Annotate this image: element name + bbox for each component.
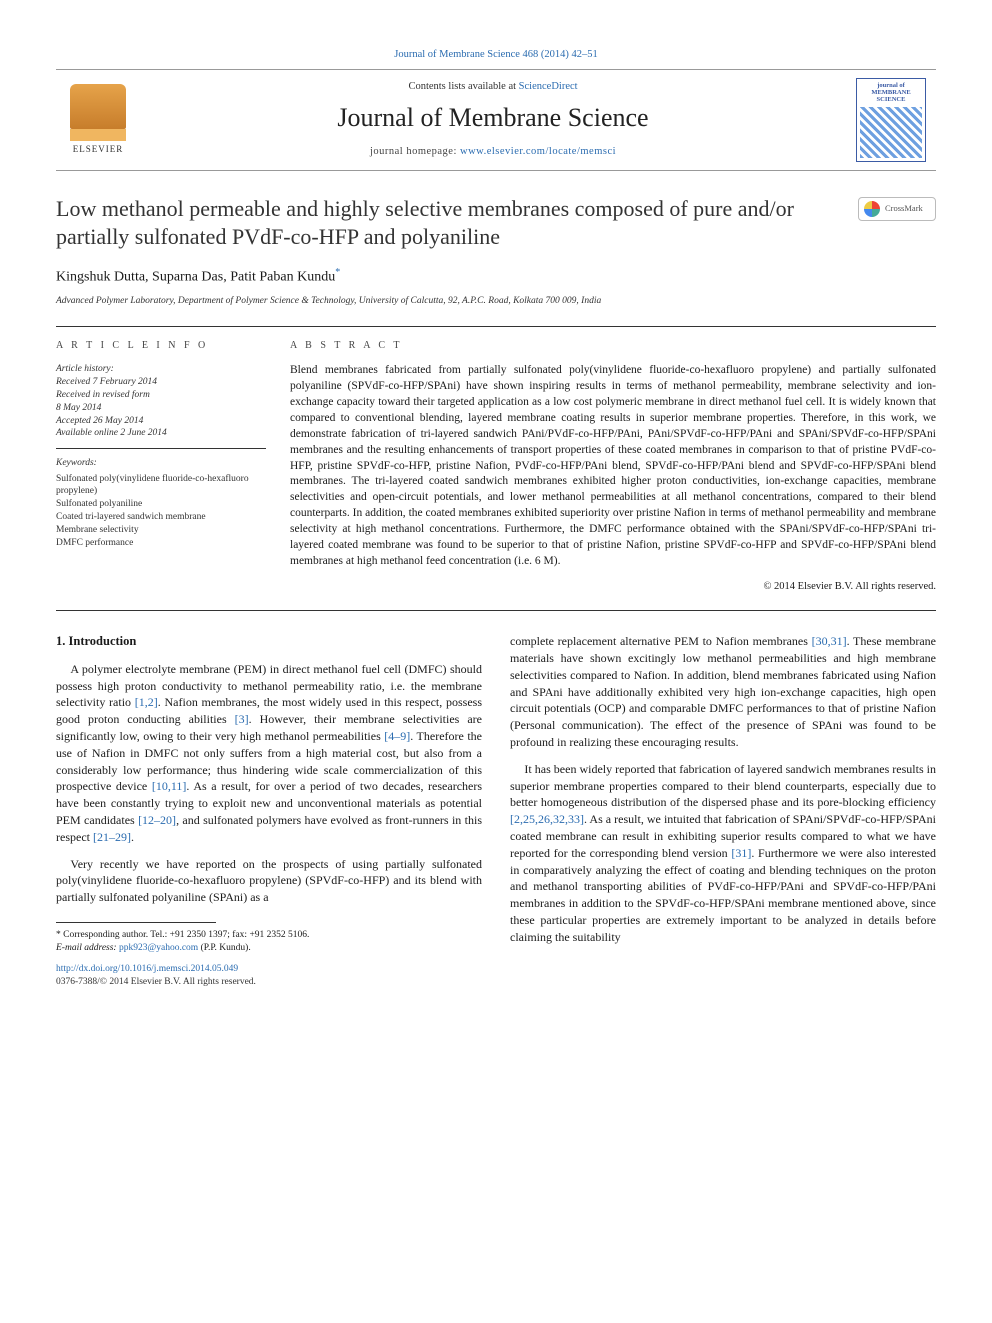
contents-line: Contents lists available at ScienceDirec…	[130, 80, 856, 95]
abstract-column: A B S T R A C T Blend membranes fabricat…	[290, 339, 936, 594]
affiliation: Advanced Polymer Laboratory, Department …	[56, 295, 936, 308]
top-citation-link[interactable]: Journal of Membrane Science 468 (2014) 4…	[56, 48, 936, 63]
abstract-heading: A B S T R A C T	[290, 339, 936, 353]
ref-link[interactable]: [1,2]	[135, 695, 158, 709]
footnote-separator	[56, 922, 216, 923]
history-label: Article history:	[56, 363, 266, 376]
ref-link[interactable]: [10,11]	[152, 779, 187, 793]
authors-text: Kingshuk Dutta, Suparna Das, Patit Paban…	[56, 270, 335, 285]
keyword-item: Membrane selectivity	[56, 524, 266, 537]
crossmark-badge[interactable]: CrossMark	[858, 197, 936, 221]
elsevier-tree-icon	[70, 84, 126, 129]
ref-link[interactable]: [31]	[731, 846, 751, 860]
article-title: Low methanol permeable and highly select…	[56, 195, 936, 252]
intro-para-3: complete replacement alternative PEM to …	[510, 633, 936, 751]
homepage-link[interactable]: www.elsevier.com/locate/memsci	[460, 146, 616, 157]
journal-cover-art	[860, 107, 922, 158]
abstract-text: Blend membranes fabricated from partiall…	[290, 363, 936, 569]
journal-title: Journal of Membrane Science	[130, 100, 856, 136]
left-column: 1. Introduction A polymer electrolyte me…	[56, 633, 482, 989]
crossmark-label: CrossMark	[885, 203, 923, 214]
keyword-item: DMFC performance	[56, 537, 266, 550]
article-info-column: A R T I C L E I N F O Article history: R…	[56, 339, 266, 594]
abstract-copyright: © 2014 Elsevier B.V. All rights reserved…	[290, 580, 936, 595]
body-columns: 1. Introduction A polymer electrolyte me…	[56, 633, 936, 989]
elsevier-logo: ELSEVIER	[66, 84, 130, 156]
issn-line: 0376-7388/© 2014 Elsevier B.V. All right…	[56, 976, 482, 989]
email-footnote: E-mail address: ppk923@yahoo.com (P.P. K…	[56, 942, 482, 955]
history-online: Available online 2 June 2014	[56, 427, 266, 440]
text-run: . These membrane materials have shown ex…	[510, 634, 936, 749]
doi-line: http://dx.doi.org/10.1016/j.memsci.2014.…	[56, 963, 482, 976]
ref-link[interactable]: [21–29]	[93, 830, 131, 844]
history-revised-line2: 8 May 2014	[56, 402, 266, 415]
ref-link[interactable]: [30,31]	[812, 634, 847, 648]
keywords-list: Sulfonated poly(vinylidene fluoride-co-h…	[56, 473, 266, 550]
keyword-item: Sulfonated poly(vinylidene fluoride-co-h…	[56, 473, 266, 499]
doi-link[interactable]: http://dx.doi.org/10.1016/j.memsci.2014.…	[56, 964, 238, 974]
article-history: Article history: Received 7 February 201…	[56, 363, 266, 449]
ref-link[interactable]: [2,25,26,32,33]	[510, 812, 584, 826]
text-run: .	[131, 830, 134, 844]
corr-star-icon: *	[335, 267, 340, 278]
ref-link[interactable]: [4–9]	[384, 729, 410, 743]
email-label: E-mail address:	[56, 943, 119, 953]
homepage-line: journal homepage: www.elsevier.com/locat…	[130, 145, 856, 160]
authors-line: Kingshuk Dutta, Suparna Das, Patit Paban…	[56, 266, 936, 287]
article-info-heading: A R T I C L E I N F O	[56, 339, 266, 353]
contents-prefix: Contents lists available at	[408, 81, 518, 92]
email-link[interactable]: ppk923@yahoo.com	[119, 943, 198, 953]
intro-para-4: It has been widely reported that fabrica…	[510, 761, 936, 946]
history-accepted: Accepted 26 May 2014	[56, 415, 266, 428]
keyword-item: Coated tri-layered sandwich membrane	[56, 511, 266, 524]
keywords-label: Keywords:	[56, 457, 266, 470]
ref-link[interactable]: [12–20]	[138, 813, 176, 827]
elsevier-label: ELSEVIER	[73, 143, 124, 156]
text-run: It has been widely reported that fabrica…	[510, 762, 936, 810]
text-run: complete replacement alternative PEM to …	[510, 634, 812, 648]
crossmark-icon	[864, 201, 880, 217]
sciencedirect-link[interactable]: ScienceDirect	[519, 81, 578, 92]
journal-header: ELSEVIER Contents lists available at Sci…	[56, 69, 936, 171]
email-name: (P.P. Kundu).	[198, 943, 251, 953]
keyword-item: Sulfonated polyaniline	[56, 498, 266, 511]
history-received: Received 7 February 2014	[56, 376, 266, 389]
right-column: complete replacement alternative PEM to …	[510, 633, 936, 989]
section-heading-intro: 1. Introduction	[56, 633, 482, 651]
journal-cover-thumb: journal of MEMBRANE SCIENCE	[856, 78, 926, 162]
intro-para-2: Very recently we have reported on the pr…	[56, 856, 482, 906]
info-abstract-block: A R T I C L E I N F O Article history: R…	[56, 326, 936, 611]
footnote-star-icon: *	[56, 930, 61, 940]
footnote-corr-text: Corresponding author. Tel.: +91 2350 139…	[63, 930, 309, 940]
ref-link[interactable]: [3]	[235, 712, 249, 726]
history-revised-line1: Received in revised form	[56, 389, 266, 402]
homepage-prefix: journal homepage:	[370, 146, 460, 157]
journal-cover-title: journal of MEMBRANE SCIENCE	[860, 82, 922, 103]
intro-para-1: A polymer electrolyte membrane (PEM) in …	[56, 661, 482, 846]
text-run: . Furthermore we were also interested in…	[510, 846, 936, 944]
page-root: Journal of Membrane Science 468 (2014) 4…	[0, 0, 992, 1029]
header-center: Contents lists available at ScienceDirec…	[130, 80, 856, 160]
corresponding-footnote: * Corresponding author. Tel.: +91 2350 1…	[56, 929, 482, 942]
article-title-text: Low methanol permeable and highly select…	[56, 196, 794, 250]
